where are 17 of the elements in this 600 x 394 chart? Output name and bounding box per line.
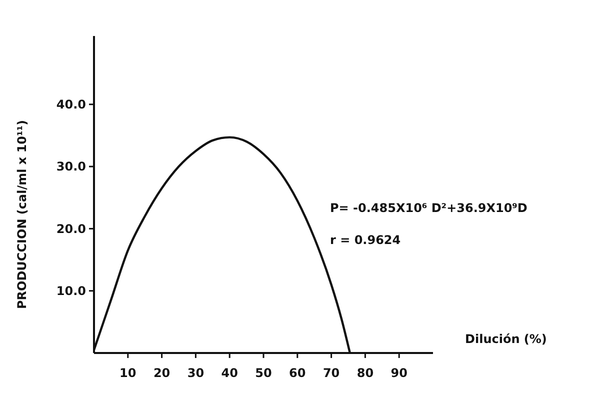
annotation: r = 0.9624 bbox=[330, 233, 401, 247]
x-tick-label: 90 bbox=[390, 366, 408, 380]
x-tick-label: 20 bbox=[153, 366, 170, 380]
x-tick-label: 60 bbox=[289, 366, 306, 380]
y-tick-label: 20.0 bbox=[56, 222, 86, 236]
x-axis-title: Dilución (%) bbox=[465, 332, 547, 346]
x-tick-label: 50 bbox=[255, 366, 272, 380]
x-tick-label: 10 bbox=[120, 366, 136, 380]
x-tick-label: 30 bbox=[187, 366, 204, 380]
x-tick-label: 70 bbox=[322, 366, 340, 380]
y-tick-label: 40.0 bbox=[56, 98, 86, 112]
y-axis-title: PRODUCCION (cal/ml x 10¹¹) bbox=[15, 120, 29, 310]
annotation: P= -0.485X10⁶ D²+36.9X10⁹D bbox=[330, 201, 528, 215]
x-tick-label: 40 bbox=[221, 366, 238, 380]
y-tick-label: 10.0 bbox=[56, 284, 86, 298]
x-tick-label: 80 bbox=[356, 366, 374, 380]
y-tick-label: 30.0 bbox=[56, 160, 86, 174]
